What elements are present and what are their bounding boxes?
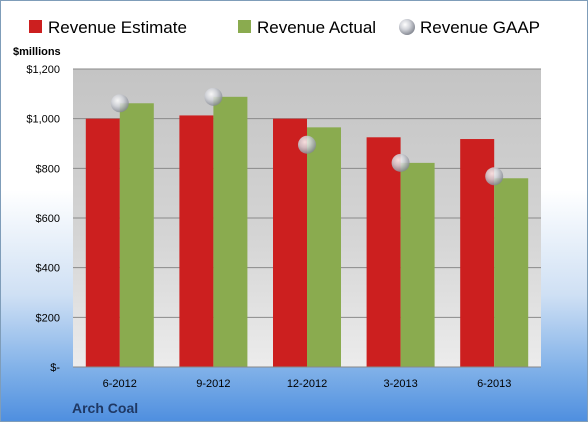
- bars: [85, 96, 529, 368]
- x-tick-label: 3-2013: [383, 378, 417, 390]
- y-tick-label: $1,000: [26, 114, 60, 126]
- bar-revenue-actual: [307, 127, 341, 367]
- y-tick-label: $800: [36, 163, 60, 175]
- legend-swatch-estimate: [29, 20, 42, 33]
- x-tick-label: 12-2012: [287, 378, 327, 390]
- y-tick-label: $-: [50, 362, 60, 374]
- marker-revenue-gaap: [204, 87, 223, 106]
- legend: Revenue Estimate Revenue Actual Revenue …: [29, 18, 540, 37]
- legend-swatch-gaap: [399, 19, 415, 35]
- y-tick-label: $1,200: [26, 64, 60, 76]
- x-tick-labels: 6-2012 9-2012 12-2012 3-2013 6-2013: [103, 378, 512, 390]
- company-name: Arch Coal: [72, 400, 138, 416]
- bar-revenue-estimate: [179, 115, 214, 368]
- y-tick-label: $400: [36, 263, 60, 275]
- marker-revenue-gaap: [391, 153, 410, 172]
- y-tick-label: $600: [36, 213, 60, 225]
- bar-revenue-actual: [119, 103, 154, 368]
- marker-revenue-gaap: [110, 94, 129, 113]
- gaap-markers: [110, 87, 504, 186]
- y-unit-label: $millions: [13, 46, 61, 58]
- marker-revenue-gaap: [485, 167, 504, 186]
- bar-revenue-estimate: [85, 118, 120, 368]
- bar-revenue-estimate: [366, 137, 401, 367]
- y-tick-label: $200: [36, 312, 60, 324]
- bar-revenue-estimate: [273, 118, 307, 368]
- y-tick-labels: $- $200 $400 $600 $800 $1,000 $1,200: [26, 64, 60, 374]
- marker-revenue-gaap: [298, 135, 316, 154]
- legend-label-actual: Revenue Actual: [257, 18, 376, 37]
- bar-revenue-actual: [494, 178, 529, 367]
- legend-swatch-actual: [238, 20, 251, 33]
- bar-revenue-actual: [400, 162, 435, 367]
- x-tick-label: 6-2012: [103, 378, 137, 390]
- legend-label-estimate: Revenue Estimate: [48, 18, 187, 37]
- bar-revenue-actual: [213, 96, 248, 368]
- x-tick-label: 9-2012: [196, 378, 230, 390]
- legend-label-gaap: Revenue GAAP: [420, 18, 540, 37]
- x-tick-label: 6-2013: [477, 378, 511, 390]
